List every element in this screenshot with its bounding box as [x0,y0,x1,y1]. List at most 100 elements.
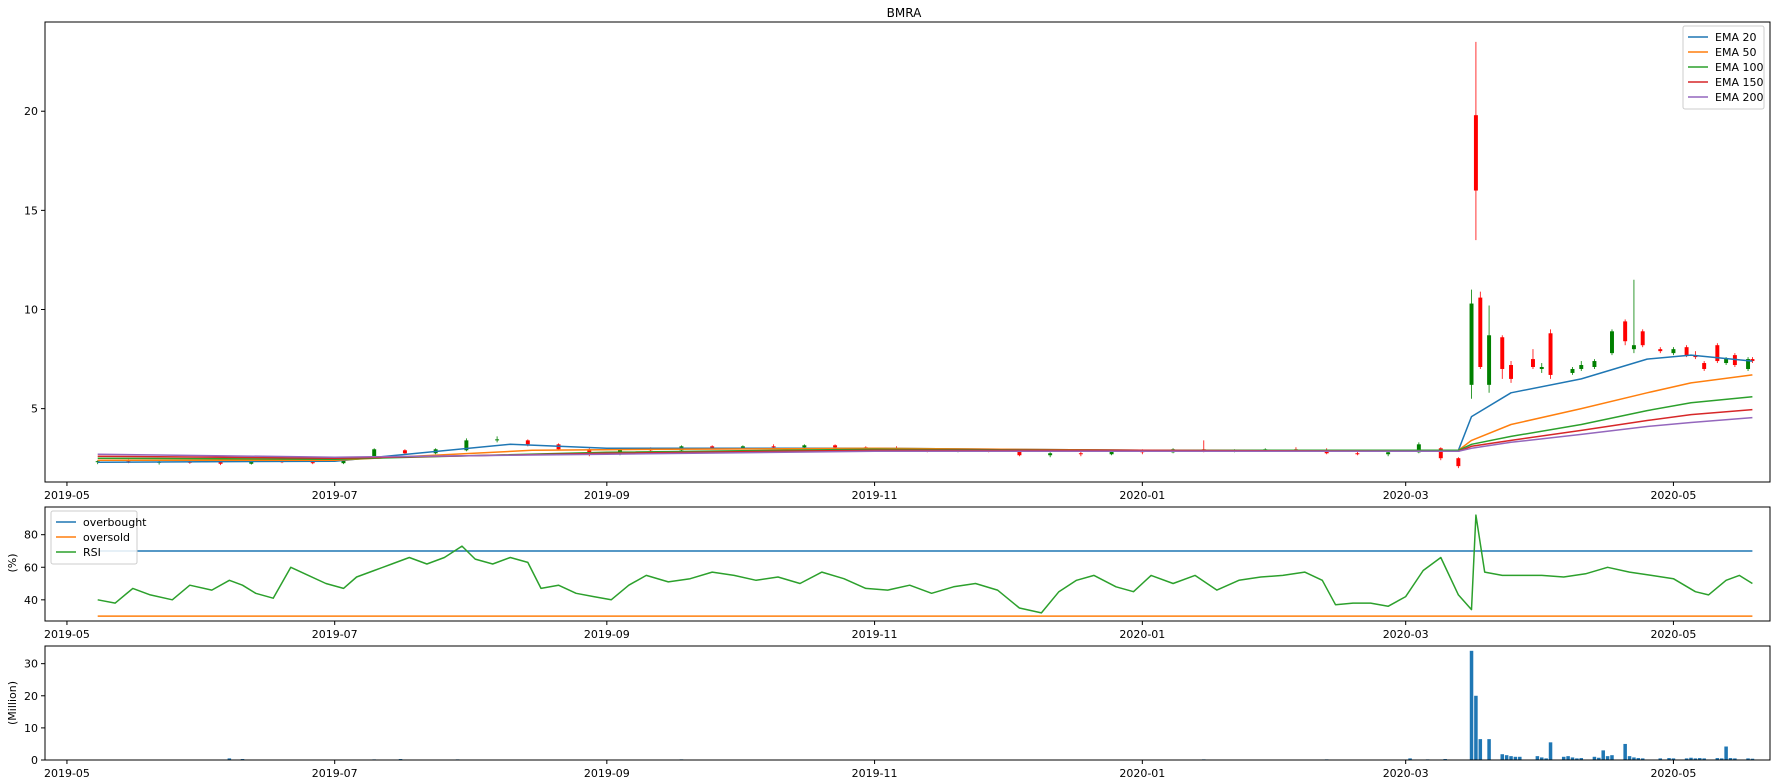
candle-body [740,446,745,449]
y-tick-label: 20 [24,690,38,703]
candle-body [710,446,715,449]
candle-down [1456,457,1461,469]
candle-body [1750,359,1755,362]
candle-up [1592,359,1597,369]
volume-bar [1597,757,1601,760]
x-tick-label: 2020-03 [1383,489,1429,502]
candle-body [218,462,223,464]
candle-body [1684,347,1689,356]
y-tick-label: 15 [24,204,38,217]
candle-up [1570,367,1575,375]
candle-body [1640,331,1645,346]
svg-text:(%): (%) [6,553,19,572]
axis-frame [44,506,1771,622]
candle-down [1078,451,1083,457]
legend-label: oversold [83,531,130,544]
candle-up [1048,452,1053,458]
y-tick-label: 10 [24,722,38,735]
candle-body [1500,337,1505,369]
volume-bar [1478,739,1483,760]
volume-bar [1636,758,1641,760]
candle-body [1531,359,1535,367]
volume-bar [1474,695,1478,760]
candle-down [1640,329,1645,348]
candle-up [1539,363,1544,373]
series-line-rsi [97,514,1753,614]
volume-bar [1544,758,1548,760]
x-tick-label: 2019-11 [852,489,898,502]
candle-down [1473,41,1478,241]
y-tick-label: 20 [24,105,38,118]
candle-body [1570,368,1575,373]
y-tick-label: 40 [24,594,38,607]
y-tick-label: 0 [31,754,38,767]
candle-down [1509,361,1514,383]
legend-label: EMA 100 [1715,61,1763,74]
candle-body [464,440,469,451]
y-tick-label: 30 [24,658,38,671]
volume-panel: 0 10 20 30 2019-05 2019-07 2019-09 2019-11 2020-… [24,645,1771,780]
volume-bar [1601,750,1605,760]
svg-text:(Million): (Million) [6,681,19,725]
candle-down [1750,357,1755,364]
axis-frame [44,645,1771,761]
candle-body [587,449,592,455]
x-tick-label: 2020-01 [1119,767,1165,780]
candle-body [495,439,500,441]
candle-body [1469,303,1474,385]
legend-label: RSI [83,546,101,559]
candle-down [1548,329,1553,379]
legend: EMA 20 EMA 50 EMA 100 EMA 150 EMA 200 [1682,25,1765,110]
candle-body [525,440,530,445]
volume-bar [1667,758,1671,760]
x-tick-label: 2019-05 [44,628,90,641]
x-tick-label: 2020-01 [1119,628,1165,641]
candle-down [1500,335,1505,379]
volume-bar [1698,758,1702,760]
candle-body [1715,345,1720,362]
candle-up [1386,451,1391,457]
candle-up [95,460,100,465]
volume-bar [1408,758,1412,760]
candle-down [1702,361,1707,371]
volume-bar [1518,756,1522,760]
x-tick-label: 2020-03 [1383,628,1429,641]
volume-bar [1724,746,1728,760]
candle-body [1078,453,1083,455]
candle-body [95,461,100,463]
candle-down [1715,343,1720,364]
x-tick-label: 2019-05 [44,767,90,780]
legend-label: overbought [83,516,147,529]
candle-down [1531,349,1535,369]
volume-bar [1658,758,1663,760]
candle-body [1473,115,1478,191]
volume-bar [1623,743,1627,760]
candle-body [1623,321,1628,342]
x-tick-label: 2019-09 [584,628,630,641]
candle-body [771,446,776,448]
x-tick-label: 2019-11 [852,628,898,641]
x-tick-label: 2019-11 [852,767,898,780]
candle-down [1658,347,1663,354]
candle-up [1487,305,1492,393]
candle-body [1017,451,1022,456]
x-tick-label: 2019-07 [312,489,358,502]
candle-up [1746,357,1751,371]
volume-bar [227,758,232,760]
volume-bar [1592,756,1597,760]
legend-item: oversold [56,531,130,544]
candle-down [1438,447,1443,461]
volume-bar [1640,758,1645,760]
candle-up [1469,289,1474,399]
candle-body [1548,333,1553,375]
volume-bar [1728,758,1733,760]
candle-body [1610,331,1614,354]
volume-bar [1715,758,1720,760]
volume-bar [1513,756,1518,760]
candle-body [1658,349,1663,352]
volume-bar [1702,758,1706,760]
x-tick-label: 2020-05 [1650,489,1696,502]
volume-bar [1500,754,1505,760]
candle-body [1592,361,1597,367]
